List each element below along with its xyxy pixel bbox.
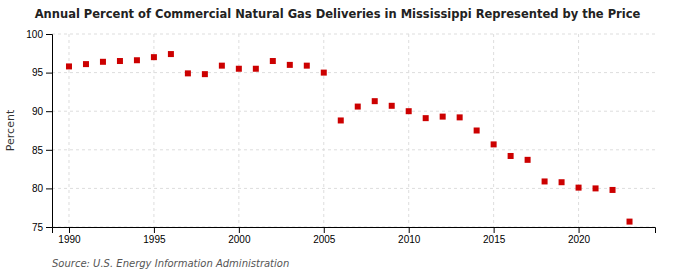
grid-line <box>52 149 655 150</box>
point <box>389 103 395 109</box>
point <box>457 114 463 120</box>
point <box>168 51 174 57</box>
tick: 2010 <box>398 227 421 245</box>
point <box>559 179 565 185</box>
chart: 1990 1995 2000 2005 2010 2015 2020 75 80 85 90 95 10… <box>0 0 675 275</box>
tick-label: 2005 <box>313 234 336 245</box>
point <box>355 104 361 110</box>
grid-line <box>153 34 154 227</box>
point <box>406 108 412 114</box>
grid-line <box>323 34 324 227</box>
point <box>593 185 599 191</box>
point <box>270 58 276 64</box>
point <box>287 62 293 68</box>
title: Annual Percent of Commercial Natural Gas… <box>35 7 641 21</box>
grid-line <box>578 34 579 227</box>
plot: 1990 1995 2000 2005 2010 2015 2020 75 80 85 90 95 10… <box>26 29 655 245</box>
axis-line <box>46 35 53 228</box>
y-axis-title: Percent <box>4 109 17 151</box>
point <box>542 178 548 184</box>
tick-label: 95 <box>32 67 44 78</box>
point <box>321 70 327 76</box>
tick-mark <box>46 188 52 189</box>
tick-label: 90 <box>32 106 44 117</box>
marks <box>66 51 633 225</box>
tick: 95 <box>32 67 52 78</box>
tick: 2015 <box>483 227 506 245</box>
axis-line <box>53 228 656 234</box>
point <box>525 157 531 163</box>
point <box>253 66 259 72</box>
point <box>117 58 123 64</box>
grid-line <box>238 34 239 227</box>
grid-line <box>52 111 655 112</box>
grid-line <box>52 34 655 35</box>
tick-label: 85 <box>32 145 44 156</box>
point <box>151 54 157 60</box>
tick-mark <box>46 150 52 151</box>
point <box>304 63 310 69</box>
tick-mark <box>579 227 580 233</box>
tick-label: 2020 <box>568 234 591 245</box>
tick-mark <box>409 227 410 233</box>
point <box>83 61 89 67</box>
tick-mark <box>69 227 70 233</box>
grid <box>52 34 655 227</box>
point <box>66 63 72 69</box>
tick-label: 2000 <box>228 234 251 245</box>
point <box>185 70 191 76</box>
point <box>423 115 429 121</box>
tick: 1995 <box>143 227 166 245</box>
grid-line <box>408 34 409 227</box>
point <box>508 153 514 159</box>
tick: 2000 <box>228 227 251 245</box>
tick-mark <box>46 73 52 74</box>
point <box>202 71 208 77</box>
grid-line <box>68 34 69 227</box>
point <box>474 128 480 134</box>
point <box>134 57 140 63</box>
tick: 2020 <box>568 227 591 245</box>
grid-line <box>52 72 655 73</box>
tick-mark <box>239 227 240 233</box>
point <box>491 141 497 147</box>
tick-label: 1990 <box>58 234 81 245</box>
tick-mark <box>324 227 325 233</box>
tick-mark <box>494 227 495 233</box>
tick-label: 75 <box>32 222 44 233</box>
tick: 100 <box>26 29 52 40</box>
point <box>627 219 633 225</box>
point <box>610 187 616 193</box>
tick-label: 100 <box>26 29 43 40</box>
tick: 75 <box>32 222 52 233</box>
tick-mark <box>154 227 155 233</box>
point <box>372 98 378 104</box>
grid-line <box>52 188 655 189</box>
point <box>236 66 242 72</box>
tick-mark <box>46 227 52 228</box>
point <box>100 59 106 65</box>
annotation: Source: U.S. Energy Information Administ… <box>52 258 289 269</box>
point <box>576 185 582 191</box>
point <box>338 117 344 123</box>
tick: 80 <box>32 183 52 194</box>
x-axis: 1990 1995 2000 2005 2010 2015 2020 <box>53 227 656 245</box>
point <box>440 114 446 120</box>
tick-label: 2010 <box>398 234 421 245</box>
y-axis: 75 80 85 90 95 100 <box>26 29 52 233</box>
tick-mark <box>46 111 52 112</box>
tick-mark <box>46 34 52 35</box>
tick-label: 1995 <box>143 234 166 245</box>
tick-label: 2015 <box>483 234 506 245</box>
tick: 90 <box>32 106 52 117</box>
tick: 85 <box>32 145 52 156</box>
tick-label: 80 <box>32 183 44 194</box>
point <box>219 63 225 69</box>
tick: 2005 <box>313 227 336 245</box>
tick: 1990 <box>58 227 81 245</box>
grid-line <box>493 34 494 227</box>
